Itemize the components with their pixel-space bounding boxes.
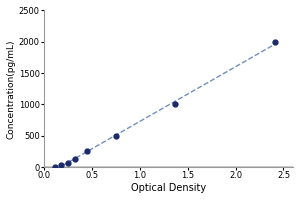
Bar: [44, 166, 293, 167]
Y-axis label: Concentration(pg/mL): Concentration(pg/mL): [7, 39, 16, 139]
X-axis label: Optical Density: Optical Density: [131, 183, 206, 193]
